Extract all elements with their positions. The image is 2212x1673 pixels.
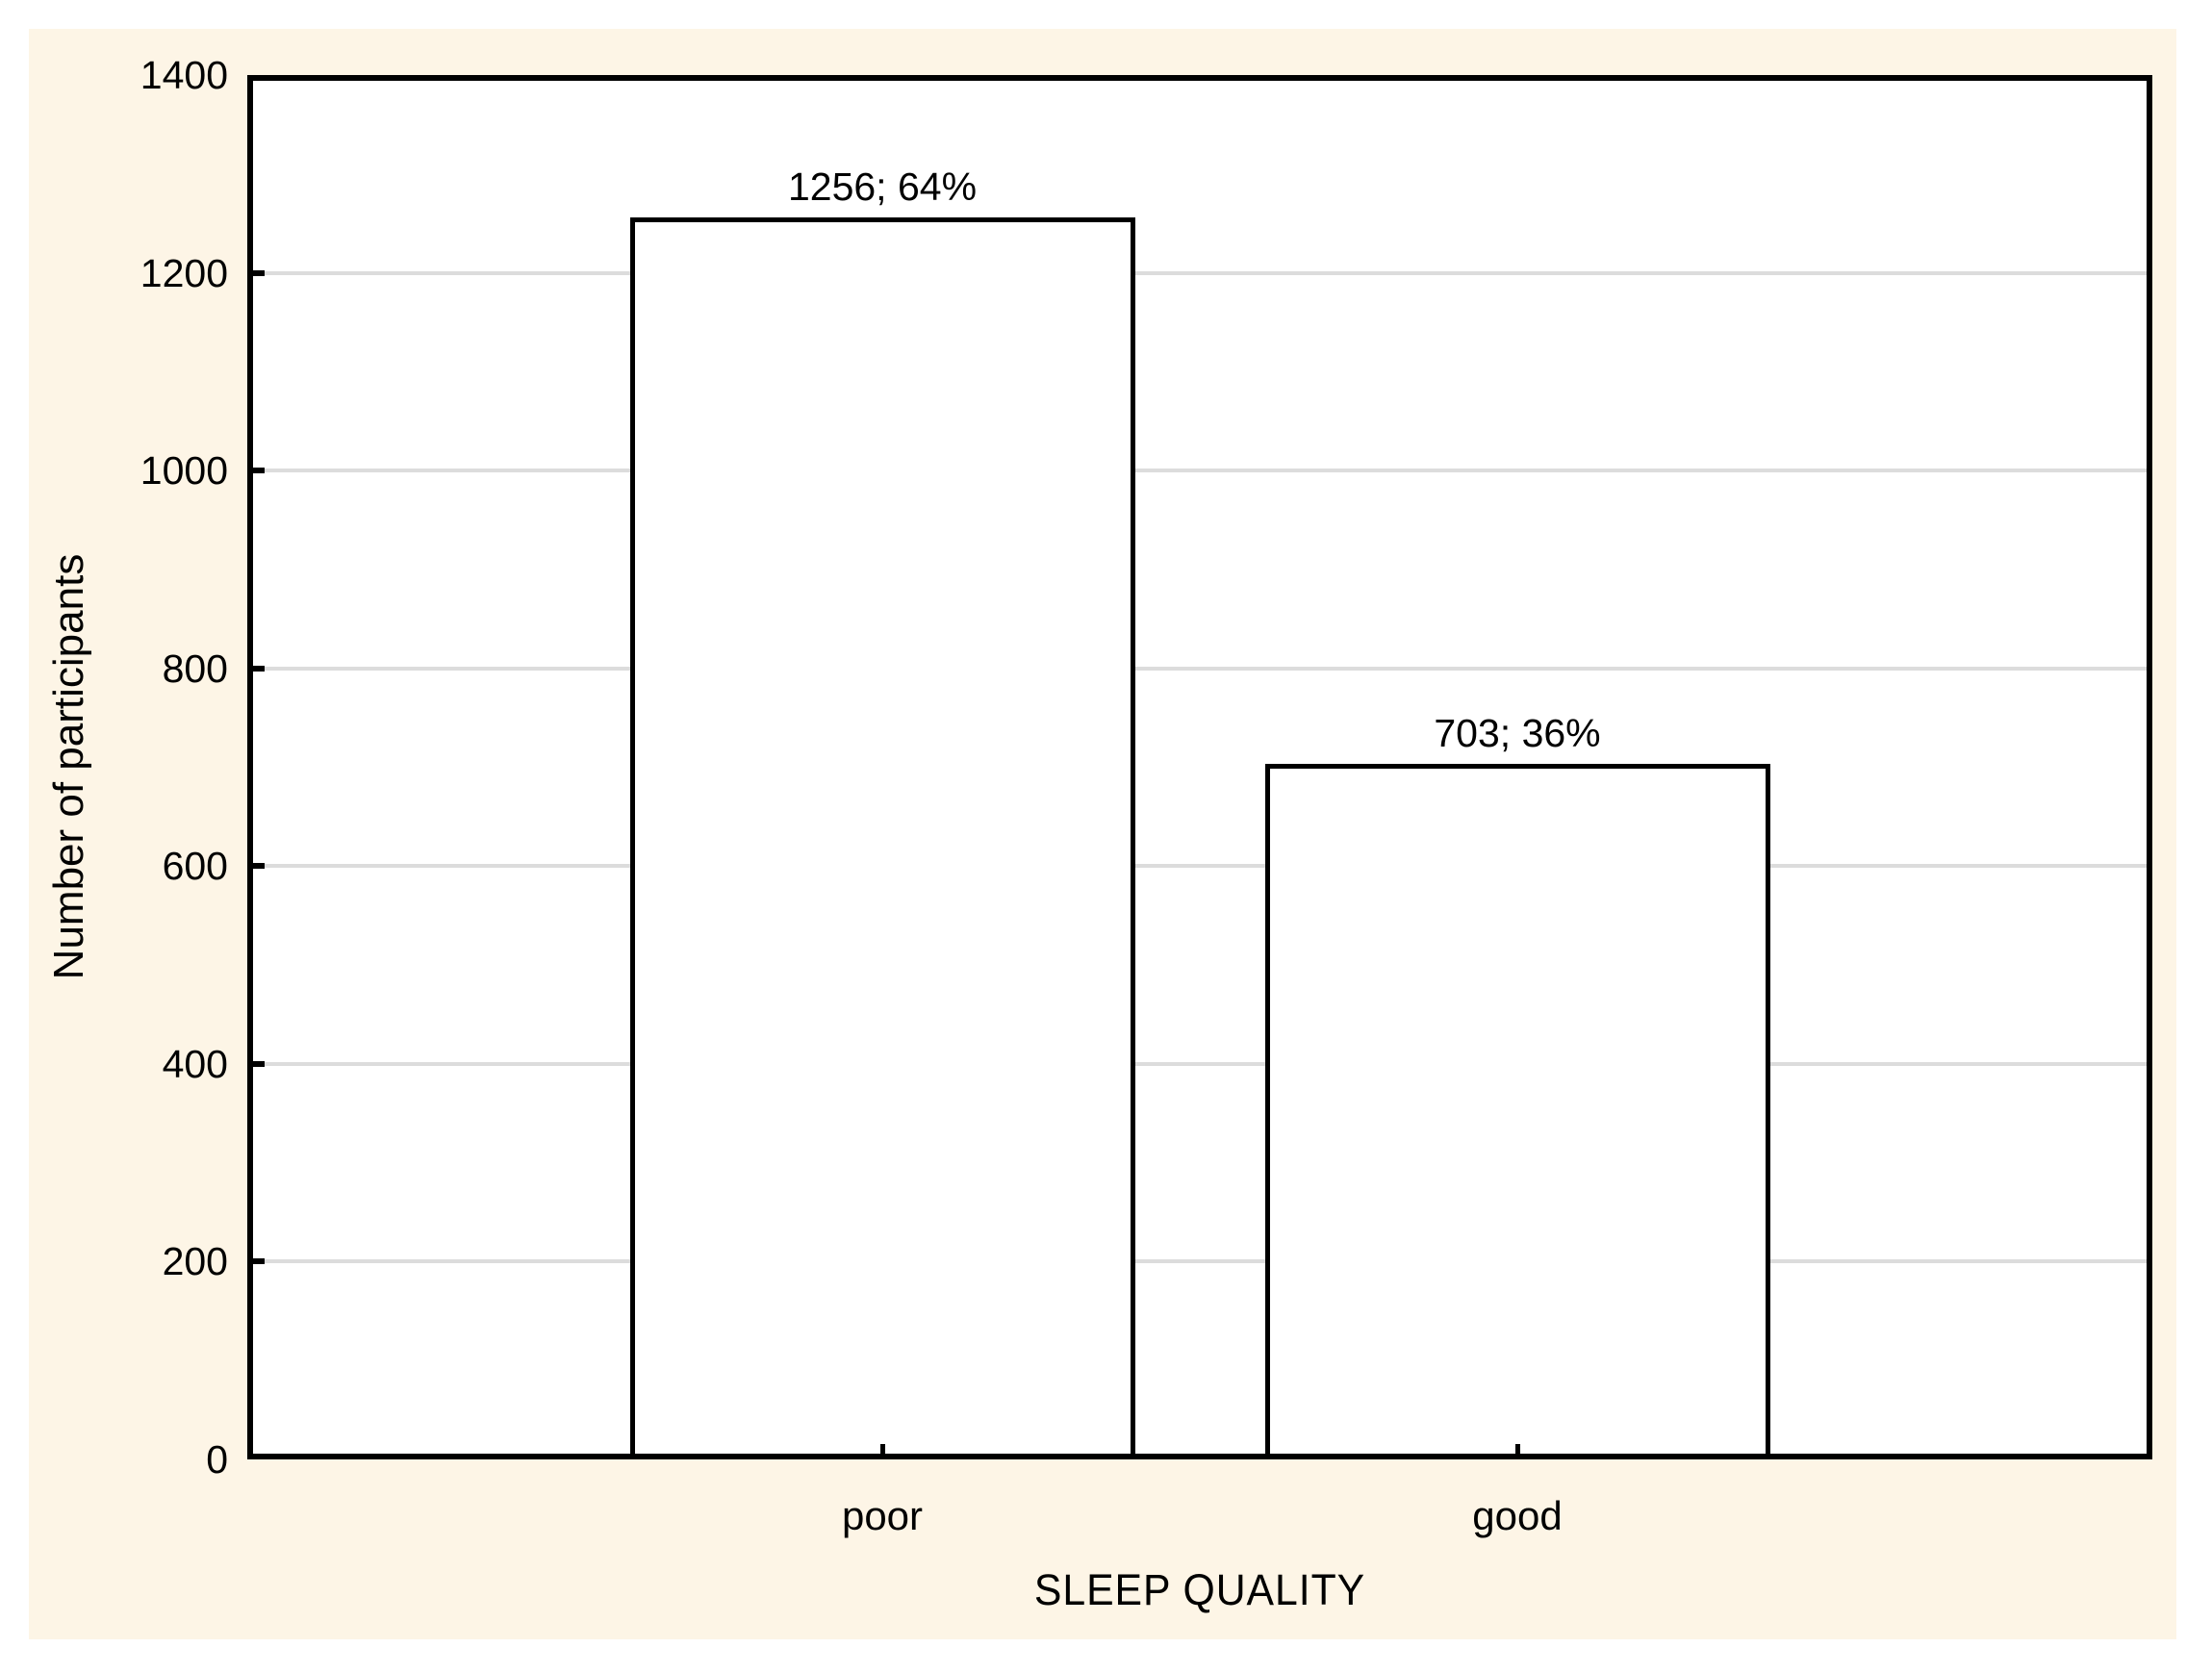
y-tick-mark-1200: [253, 270, 265, 276]
gridline-400: [253, 1062, 2147, 1066]
bar-value-label-good: 703; 36%: [1434, 711, 1601, 755]
y-tick-mark-200: [253, 1258, 265, 1264]
plot-area: [247, 75, 2152, 1459]
y-tick-mark-800: [253, 666, 265, 672]
y-tick-label-1400: 1400: [140, 53, 228, 97]
bar-good: [1265, 764, 1770, 1454]
x-tick-label-good: good: [1472, 1493, 1563, 1538]
x-tick-mark-good: [1515, 1444, 1520, 1454]
gridline-600: [253, 864, 2147, 868]
gridline-200: [253, 1259, 2147, 1263]
gridline-1200: [253, 271, 2147, 275]
y-tick-mark-1000: [253, 468, 265, 473]
gridline-800: [253, 667, 2147, 671]
y-tick-label-1200: 1200: [140, 251, 228, 295]
bar-poor: [630, 217, 1135, 1454]
y-axis-title: Number of participants: [45, 553, 92, 980]
y-tick-label-600: 600: [162, 844, 228, 888]
x-tick-label-poor: poor: [841, 1493, 924, 1538]
y-tick-label-200: 200: [162, 1239, 228, 1283]
y-tick-mark-600: [253, 863, 265, 869]
y-tick-label-1000: 1000: [140, 448, 228, 493]
y-tick-label-800: 800: [162, 646, 228, 691]
y-tick-mark-400: [253, 1061, 265, 1067]
x-axis-title: SLEEP QUALITY: [1033, 1565, 1366, 1614]
gridline-1000: [253, 469, 2147, 472]
x-tick-mark-poor: [880, 1444, 885, 1454]
y-tick-label-0: 0: [206, 1437, 228, 1482]
y-tick-label-400: 400: [162, 1042, 228, 1086]
bar-value-label-poor: 1256; 64%: [787, 165, 978, 209]
